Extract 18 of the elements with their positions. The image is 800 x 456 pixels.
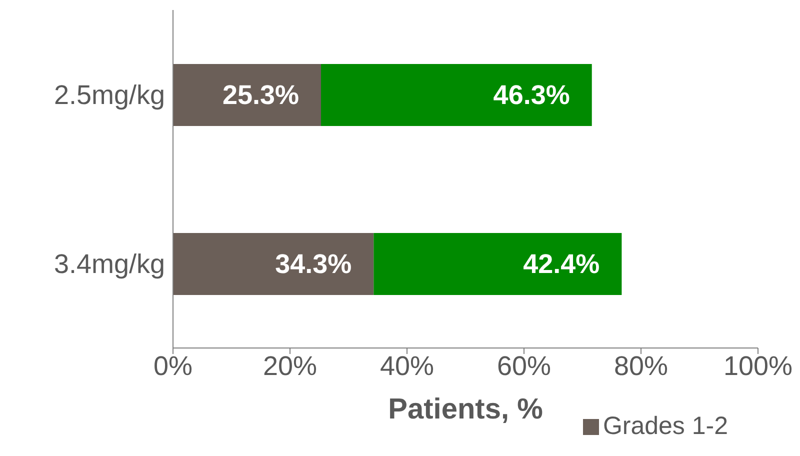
y-tick-label: 2.5mg/kg [54, 80, 165, 110]
y-tick-label: 3.4mg/kg [54, 249, 165, 280]
x-tick-label: 60% [496, 351, 552, 382]
x-tick-label: 80% [614, 351, 668, 382]
data-label: 25.3% [222, 80, 300, 110]
x-axis-title: Patients, % [388, 394, 544, 426]
x-tick-label: 40% [380, 351, 434, 382]
legend-label: Grades 1-2 [602, 412, 728, 441]
bar [321, 64, 592, 126]
bar [173, 233, 374, 295]
data-label: 46.3% [493, 80, 570, 110]
x-tick-label: 20% [262, 351, 318, 382]
bar [374, 233, 622, 295]
data-label: 34.3% [275, 249, 352, 279]
x-tick-label: 100% [723, 351, 793, 382]
bar [173, 64, 322, 126]
x-tick-label: 0% [153, 351, 193, 382]
data-label: 42.4% [523, 249, 600, 279]
